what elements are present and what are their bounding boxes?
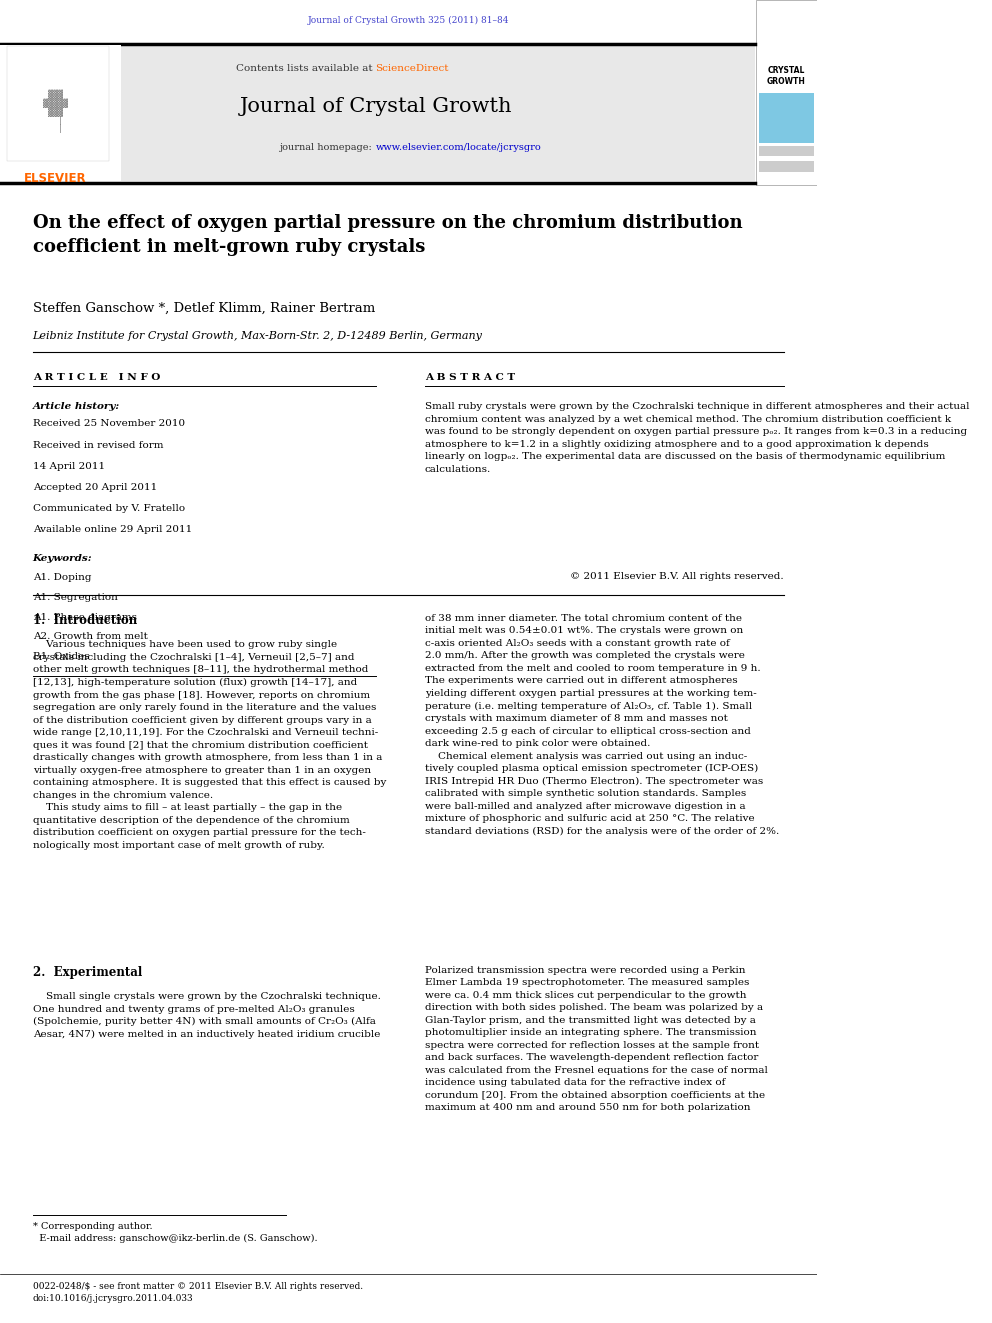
Text: ScienceDirect: ScienceDirect: [376, 64, 449, 73]
Text: A1. Phase diagrams: A1. Phase diagrams: [33, 613, 137, 622]
FancyBboxPatch shape: [7, 46, 108, 161]
Text: Small single crystals were grown by the Czochralski technique.
One hundred and t: Small single crystals were grown by the …: [33, 992, 381, 1039]
Text: Received in revised form: Received in revised form: [33, 441, 163, 450]
FancyBboxPatch shape: [0, 45, 121, 181]
Text: Various techniques have been used to grow ruby single
crystals including the Czo: Various techniques have been used to gro…: [33, 640, 386, 849]
FancyBboxPatch shape: [759, 146, 814, 156]
Text: A R T I C L E   I N F O: A R T I C L E I N F O: [33, 373, 160, 382]
FancyBboxPatch shape: [0, 45, 755, 181]
Text: A1. Doping: A1. Doping: [33, 573, 91, 582]
Text: 0022-0248/$ - see front matter © 2011 Elsevier B.V. All rights reserved.
doi:10.: 0022-0248/$ - see front matter © 2011 El…: [33, 1282, 363, 1303]
FancyBboxPatch shape: [759, 161, 814, 172]
Text: On the effect of oxygen partial pressure on the chromium distribution
coefficien: On the effect of oxygen partial pressure…: [33, 214, 742, 255]
Text: A B S T R A C T: A B S T R A C T: [425, 373, 515, 382]
Text: Contents lists available at: Contents lists available at: [236, 64, 376, 73]
Text: 14 April 2011: 14 April 2011: [33, 462, 105, 471]
Text: 2.  Experimental: 2. Experimental: [33, 966, 142, 979]
Text: Journal of Crystal Growth: Journal of Crystal Growth: [239, 97, 512, 115]
FancyBboxPatch shape: [756, 0, 816, 185]
Text: Steffen Ganschow *, Detlef Klimm, Rainer Bertram: Steffen Ganschow *, Detlef Klimm, Rainer…: [33, 302, 375, 315]
Text: Journal of Crystal Growth 325 (2011) 81–84: Journal of Crystal Growth 325 (2011) 81–…: [308, 16, 509, 25]
Text: Communicated by V. Fratello: Communicated by V. Fratello: [33, 504, 185, 513]
Text: Article history:: Article history:: [33, 402, 120, 411]
Text: A2. Growth from melt: A2. Growth from melt: [33, 632, 148, 642]
Text: www.elsevier.com/locate/jcrysgro: www.elsevier.com/locate/jcrysgro: [376, 143, 542, 152]
Text: © 2011 Elsevier B.V. All rights reserved.: © 2011 Elsevier B.V. All rights reserved…: [570, 572, 784, 581]
Text: A1. Segregation: A1. Segregation: [33, 593, 117, 602]
Text: CRYSTAL
GROWTH: CRYSTAL GROWTH: [767, 66, 806, 86]
Text: Polarized transmission spectra were recorded using a Perkin
Elmer Lambda 19 spec: Polarized transmission spectra were reco…: [425, 966, 768, 1113]
Text: Keywords:: Keywords:: [33, 554, 92, 564]
Text: Accepted 20 April 2011: Accepted 20 April 2011: [33, 483, 157, 492]
Text: B1. Oxides: B1. Oxides: [33, 652, 89, 662]
Text: Available online 29 April 2011: Available online 29 April 2011: [33, 525, 191, 534]
Text: * Corresponding author.
  E-mail address: ganschow@ikz-berlin.de (S. Ganschow).: * Corresponding author. E-mail address: …: [33, 1222, 317, 1244]
Text: of 38 mm inner diameter. The total chromium content of the
initial melt was 0.54: of 38 mm inner diameter. The total chrom…: [425, 614, 779, 836]
Text: 1.  Introduction: 1. Introduction: [33, 614, 137, 627]
Text: Leibniz Institute for Crystal Growth, Max-Born-Str. 2, D-12489 Berlin, Germany: Leibniz Institute for Crystal Growth, Ma…: [33, 331, 482, 341]
Text: Received 25 November 2010: Received 25 November 2010: [33, 419, 185, 429]
FancyBboxPatch shape: [759, 93, 814, 143]
Text: Small ruby crystals were grown by the Czochralski technique in different atmosph: Small ruby crystals were grown by the Cz…: [425, 402, 969, 474]
Text: ELSEVIER: ELSEVIER: [24, 172, 87, 185]
Text: ▓▓▓
▓▓▓▓▓
▓▓▓
  |
  |: ▓▓▓ ▓▓▓▓▓ ▓▓▓ | |: [43, 90, 68, 134]
Text: journal homepage:: journal homepage:: [280, 143, 376, 152]
